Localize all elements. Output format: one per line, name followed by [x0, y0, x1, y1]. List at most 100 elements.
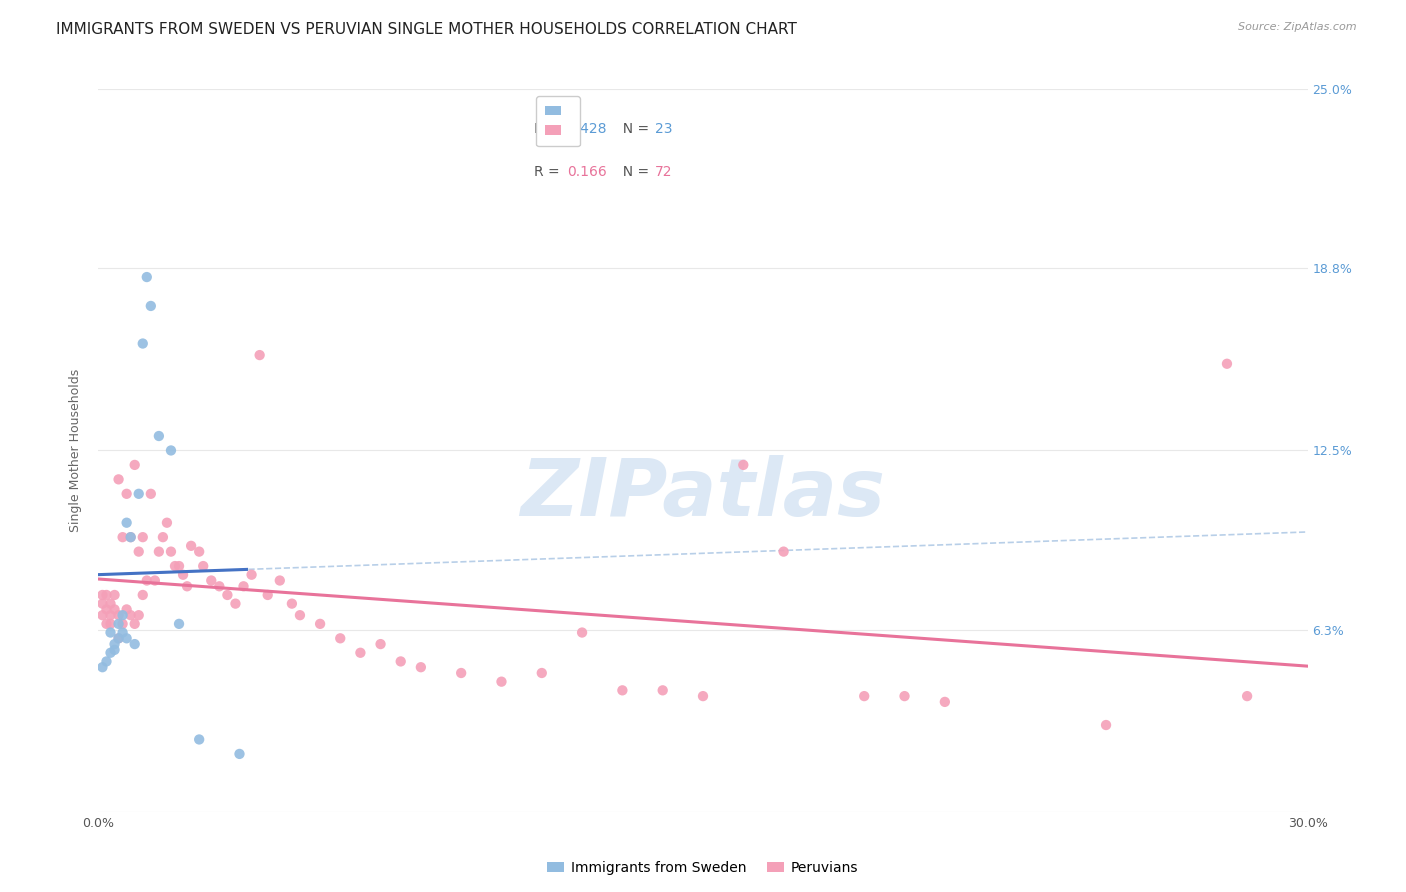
Point: [200, 574, 222, 588]
Text: 23: 23: [655, 121, 672, 136]
Legend: Immigrants from Sweden, Peruvians: Immigrants from Sweden, Peruvians: [541, 855, 865, 880]
Point: [103, 637, 125, 651]
Point: [120, 608, 142, 623]
Point: [135, 270, 157, 285]
Point: [143, 574, 166, 588]
Point: [491, 674, 513, 689]
Point: [103, 643, 125, 657]
Point: [128, 608, 150, 623]
Legend:  ,  : ,: [536, 96, 579, 146]
Point: [1095, 718, 1118, 732]
Point: [160, 443, 183, 458]
Point: [163, 559, 186, 574]
Text: ZIPatlas: ZIPatlas: [520, 455, 886, 533]
Point: [288, 608, 311, 623]
Point: [107, 608, 129, 623]
Text: 0.428: 0.428: [568, 121, 607, 136]
Point: [115, 602, 138, 616]
Point: [228, 747, 250, 761]
Point: [651, 683, 673, 698]
Point: [160, 544, 183, 558]
Point: [124, 458, 146, 472]
Point: [772, 544, 794, 558]
Point: [91, 588, 114, 602]
Point: [91, 660, 114, 674]
Point: [103, 602, 125, 616]
Point: [309, 616, 332, 631]
Point: [100, 625, 122, 640]
Point: [167, 616, 190, 631]
Point: [232, 579, 254, 593]
Point: [132, 530, 155, 544]
Point: [193, 559, 215, 574]
Point: [176, 579, 198, 593]
Point: [115, 632, 138, 646]
Point: [100, 616, 122, 631]
Point: [256, 588, 278, 602]
Point: [217, 588, 239, 602]
Point: [1216, 357, 1239, 371]
Point: [249, 348, 271, 362]
Point: [124, 637, 146, 651]
Point: [893, 689, 915, 703]
Point: [96, 655, 118, 669]
Point: [96, 602, 118, 616]
Point: [107, 472, 129, 486]
Point: [224, 597, 246, 611]
Point: [349, 646, 371, 660]
Point: [107, 616, 129, 631]
Point: [135, 574, 157, 588]
Point: [107, 632, 129, 646]
Point: [329, 632, 352, 646]
Point: [115, 487, 138, 501]
Point: [208, 579, 231, 593]
Point: [148, 544, 170, 558]
Point: [132, 336, 155, 351]
Point: [188, 732, 211, 747]
Text: N =: N =: [613, 121, 652, 136]
Text: IMMIGRANTS FROM SWEDEN VS PERUVIAN SINGLE MOTHER HOUSEHOLDS CORRELATION CHART: IMMIGRANTS FROM SWEDEN VS PERUVIAN SINGL…: [56, 22, 797, 37]
Point: [409, 660, 432, 674]
Point: [156, 516, 179, 530]
Point: [128, 544, 150, 558]
Text: 0.166: 0.166: [568, 165, 607, 179]
Point: [111, 530, 134, 544]
Point: [107, 632, 129, 646]
Point: [152, 530, 174, 544]
Point: [124, 616, 146, 631]
Text: Source: ZipAtlas.com: Source: ZipAtlas.com: [1239, 22, 1357, 32]
Point: [139, 299, 162, 313]
Text: R =: R =: [534, 121, 564, 136]
Text: N =: N =: [613, 165, 652, 179]
Point: [132, 588, 155, 602]
Point: [128, 487, 150, 501]
Point: [612, 683, 634, 698]
Point: [180, 539, 202, 553]
Point: [934, 695, 956, 709]
Point: [733, 458, 755, 472]
Point: [111, 625, 134, 640]
Point: [692, 689, 714, 703]
Point: [1236, 689, 1258, 703]
Point: [148, 429, 170, 443]
Point: [91, 608, 114, 623]
Point: [120, 530, 142, 544]
Point: [853, 689, 876, 703]
Point: [115, 516, 138, 530]
Text: R =: R =: [534, 165, 564, 179]
Point: [530, 665, 553, 680]
Point: [91, 597, 114, 611]
Point: [100, 646, 122, 660]
Point: [111, 616, 134, 631]
Point: [96, 616, 118, 631]
Point: [167, 559, 190, 574]
Point: [281, 597, 304, 611]
Point: [111, 608, 134, 623]
Point: [100, 608, 122, 623]
Point: [571, 625, 593, 640]
Point: [100, 597, 122, 611]
Point: [172, 567, 194, 582]
Point: [120, 530, 142, 544]
Point: [103, 588, 125, 602]
Point: [370, 637, 392, 651]
